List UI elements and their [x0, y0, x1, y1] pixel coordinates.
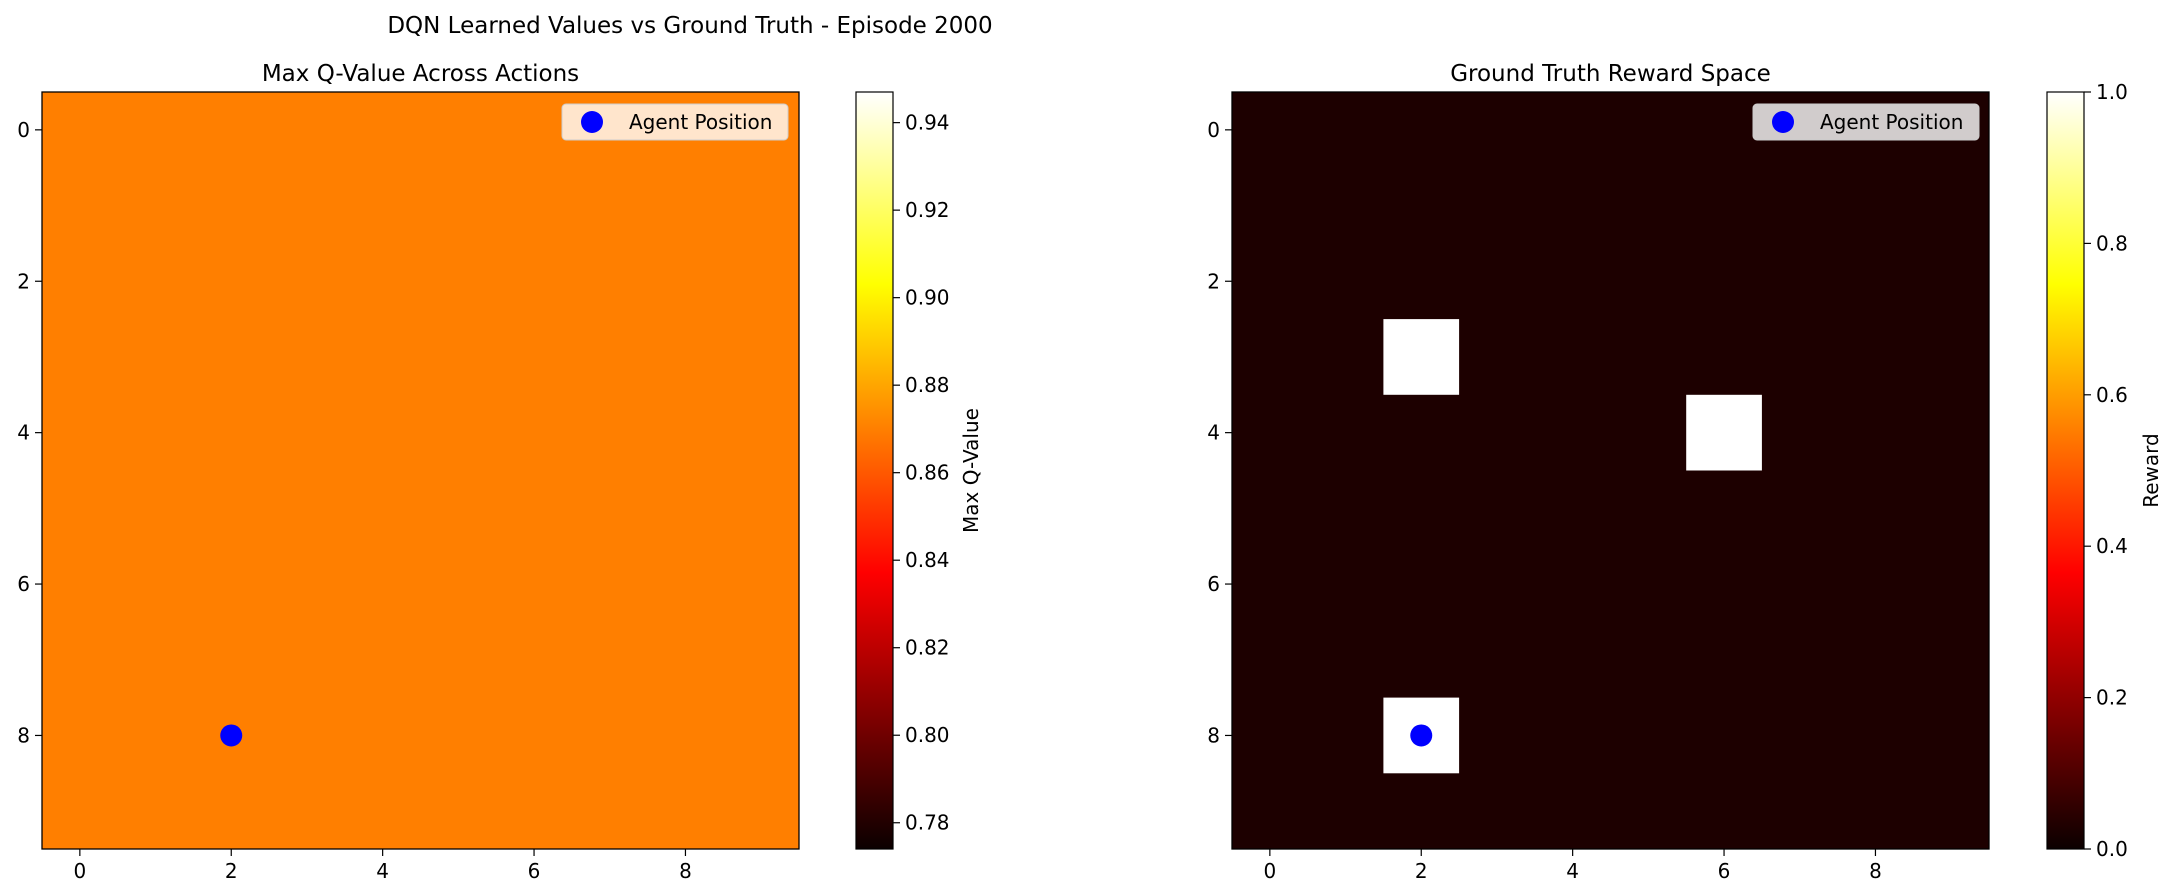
colorbar-frame	[855, 91, 894, 850]
legend-marker	[581, 111, 603, 133]
colorbar-tick-label: 0.82	[905, 636, 950, 660]
y-tick-label: 4	[1207, 421, 1220, 445]
colorbar-label: Reward	[2139, 433, 2163, 507]
heatmap-cell	[1686, 394, 1762, 471]
y-tick-label: 8	[17, 723, 30, 747]
axes-frame	[1231, 91, 1990, 850]
x-tick-label: 0	[1263, 859, 1276, 883]
figure-suptitle: DQN Learned Values vs Ground Truth - Epi…	[387, 13, 992, 39]
y-tick-label: 2	[17, 269, 30, 293]
colorbar-tick-label: 0.88	[905, 373, 950, 397]
reward-panel: Ground Truth Reward Space 0 2 4 6 8 0 2 4 6 8 Agent…	[1207, 61, 2163, 883]
x-tick-label: 2	[225, 859, 238, 883]
colorbar-tick-label: 0.78	[905, 811, 950, 835]
y-tick-label: 6	[1207, 572, 1220, 596]
colorbar-tick-label: 0.80	[905, 723, 950, 747]
legend-label: Agent Position	[629, 110, 772, 134]
y-tick-label: 4	[17, 421, 30, 445]
colorbar-gradient	[2047, 92, 2084, 849]
colorbar-tick-label: 0.90	[905, 286, 950, 310]
colorbar-tick-label: 0.0	[2096, 837, 2128, 861]
x-tick-label: 8	[679, 859, 692, 883]
y-tick-label: 6	[17, 572, 30, 596]
colorbar-gradient	[856, 92, 893, 849]
colorbar-tick-label: 0.2	[2096, 686, 2128, 710]
colorbar-tick-label: 0.4	[2096, 534, 2128, 558]
x-tick-label: 4	[376, 859, 389, 883]
colorbar-tick-label: 0.8	[2096, 231, 2128, 255]
colorbar-tick-label: 0.86	[905, 461, 950, 485]
agent-marker	[220, 724, 243, 747]
legend-box	[1752, 103, 1980, 141]
x-tick-label: 8	[1869, 859, 1882, 883]
y-tick-label: 2	[1207, 269, 1220, 293]
panel-title: Ground Truth Reward Space	[1450, 61, 1771, 87]
panel-title: Max Q-Value Across Actions	[262, 61, 579, 87]
x-tick-label: 4	[1566, 859, 1579, 883]
agent-marker	[1410, 724, 1433, 747]
q-value-panel: Max Q-Value Across Actions 0 2 4 6 8 0 2 4 6 8 Agen…	[17, 61, 983, 883]
legend-marker	[1772, 111, 1794, 133]
heatmap-background	[1232, 92, 1989, 849]
x-tick-label: 6	[1718, 859, 1731, 883]
legend-label: Agent Position	[1820, 110, 1963, 134]
colorbar-tick-label: 0.92	[905, 198, 950, 222]
heatmap-background	[42, 92, 799, 849]
colorbar-tick-label: 0.94	[905, 111, 950, 135]
x-tick-label: 0	[73, 859, 86, 883]
colorbar-tick-label: 0.6	[2096, 383, 2128, 407]
colorbar-label: Max Q-Value	[959, 408, 983, 533]
colorbar-frame	[2046, 91, 2085, 850]
y-tick-label: 0	[17, 118, 30, 142]
y-tick-label: 8	[1207, 723, 1220, 747]
axes-frame	[41, 91, 800, 850]
legend-box	[561, 103, 789, 141]
y-tick-label: 0	[1207, 118, 1220, 142]
x-tick-label: 2	[1415, 859, 1428, 883]
colorbar-tick-label: 1.0	[2096, 80, 2128, 104]
heatmap-cell	[1383, 319, 1460, 395]
colorbar-tick-label: 0.84	[905, 548, 950, 572]
x-tick-label: 6	[528, 859, 541, 883]
